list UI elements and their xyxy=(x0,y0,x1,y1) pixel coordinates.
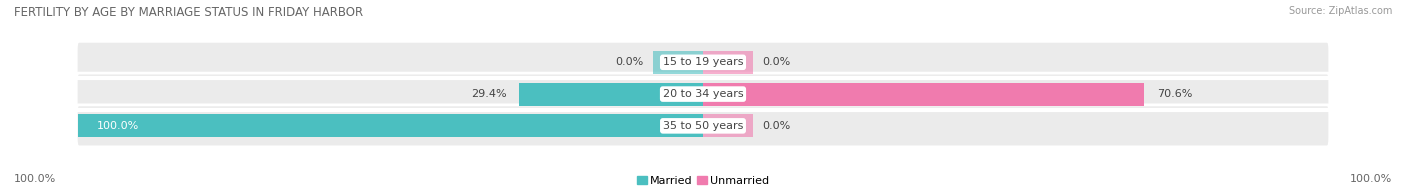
Bar xyxy=(703,83,1144,105)
Text: 29.4%: 29.4% xyxy=(471,89,506,99)
FancyBboxPatch shape xyxy=(76,105,1330,147)
FancyBboxPatch shape xyxy=(76,41,1330,83)
Text: 35 to 50 years: 35 to 50 years xyxy=(662,121,744,131)
Text: 100.0%: 100.0% xyxy=(1350,174,1392,184)
Bar xyxy=(703,114,754,137)
Text: Source: ZipAtlas.com: Source: ZipAtlas.com xyxy=(1288,6,1392,16)
Text: 15 to 19 years: 15 to 19 years xyxy=(662,57,744,67)
Text: 0.0%: 0.0% xyxy=(762,121,790,131)
Text: 100.0%: 100.0% xyxy=(14,174,56,184)
Bar xyxy=(79,114,703,137)
Text: 20 to 34 years: 20 to 34 years xyxy=(662,89,744,99)
Text: 0.0%: 0.0% xyxy=(616,57,644,67)
Bar xyxy=(652,51,703,74)
FancyBboxPatch shape xyxy=(76,73,1330,115)
Text: 70.6%: 70.6% xyxy=(1157,89,1192,99)
Bar xyxy=(703,51,754,74)
Text: FERTILITY BY AGE BY MARRIAGE STATUS IN FRIDAY HARBOR: FERTILITY BY AGE BY MARRIAGE STATUS IN F… xyxy=(14,6,363,19)
Legend: Married, Unmarried: Married, Unmarried xyxy=(633,172,773,191)
Text: 0.0%: 0.0% xyxy=(762,57,790,67)
Text: 100.0%: 100.0% xyxy=(97,121,139,131)
Bar xyxy=(519,83,703,105)
